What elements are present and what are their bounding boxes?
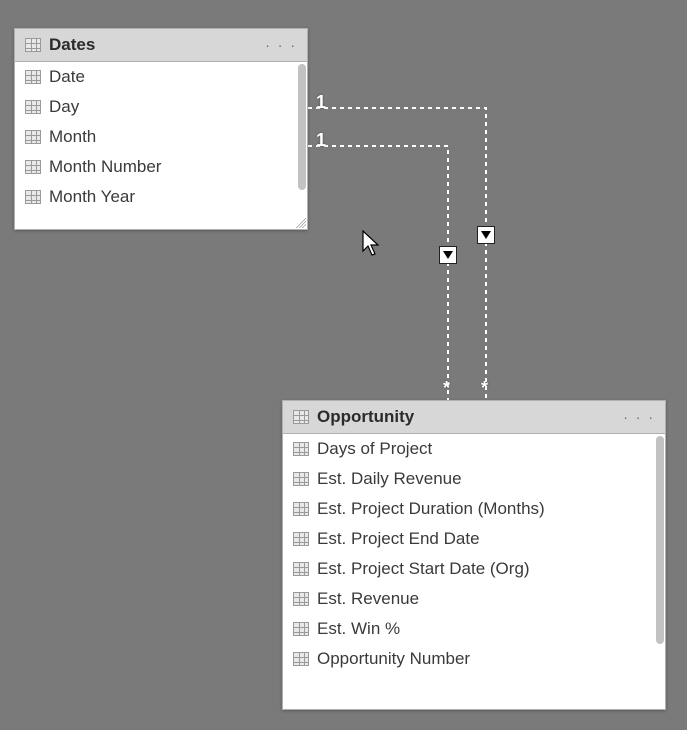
table-dates[interactable]: Dates · · · Date Day Month Mon	[14, 28, 308, 230]
resize-handle[interactable]	[296, 218, 306, 228]
field-row[interactable]: Est. Project Start Date (Org)	[283, 554, 655, 584]
table-opportunity[interactable]: Opportunity · · · Days of Project Est. D…	[282, 400, 666, 710]
field-row[interactable]: Month Number	[15, 152, 297, 182]
field-label: Date	[49, 66, 85, 88]
column-icon	[25, 70, 41, 84]
column-icon	[25, 160, 41, 174]
table-icon	[293, 410, 309, 424]
field-row[interactable]: Day	[15, 92, 297, 122]
field-row[interactable]: Est. Daily Revenue	[283, 464, 655, 494]
field-label: Est. Project Duration (Months)	[317, 498, 545, 520]
field-label: Est. Project End Date	[317, 528, 480, 550]
field-label: Day	[49, 96, 79, 118]
field-label: Month	[49, 126, 96, 148]
cardinality-many: *	[443, 378, 450, 399]
field-label: Month Number	[49, 156, 161, 178]
field-row[interactable]: Days of Project	[283, 434, 655, 464]
relationship-line	[308, 146, 448, 400]
column-icon	[25, 190, 41, 204]
filter-direction-indicator[interactable]	[477, 226, 495, 244]
column-icon	[293, 472, 309, 486]
table-header[interactable]: Opportunity · · ·	[283, 401, 665, 434]
model-canvas[interactable]: 1 * 1 * Dates · · · Date Day	[0, 0, 687, 730]
table-menu-button[interactable]: · · ·	[623, 409, 655, 425]
field-row[interactable]: Est. Project End Date	[283, 524, 655, 554]
field-label: Month Year	[49, 186, 135, 208]
mouse-cursor	[362, 230, 382, 258]
table-title: Dates	[49, 35, 257, 55]
column-icon	[293, 532, 309, 546]
field-label: Est. Project Start Date (Org)	[317, 558, 530, 580]
field-label: Opportunity Number	[317, 648, 470, 670]
column-icon	[293, 562, 309, 576]
table-header[interactable]: Dates · · ·	[15, 29, 307, 62]
field-row[interactable]: Month	[15, 122, 297, 152]
column-icon	[293, 652, 309, 666]
relationship-line	[308, 108, 486, 400]
field-row[interactable]: Opportunity Number	[283, 644, 655, 674]
field-row[interactable]: Est. Win %	[283, 614, 655, 644]
field-label: Days of Project	[317, 438, 432, 460]
cardinality-one: 1	[316, 92, 326, 113]
column-icon	[293, 592, 309, 606]
filter-direction-indicator[interactable]	[439, 246, 457, 264]
column-icon	[25, 130, 41, 144]
field-row[interactable]: Date	[15, 62, 297, 92]
cardinality-many: *	[481, 378, 488, 399]
field-label: Est. Revenue	[317, 588, 419, 610]
field-row[interactable]: Est. Project Duration (Months)	[283, 494, 655, 524]
column-icon	[293, 442, 309, 456]
column-icon	[25, 100, 41, 114]
field-label: Est. Daily Revenue	[317, 468, 462, 490]
table-menu-button[interactable]: · · ·	[265, 37, 297, 53]
table-body: Days of Project Est. Daily Revenue Est. …	[283, 434, 665, 709]
table-icon	[25, 38, 41, 52]
cardinality-one: 1	[316, 130, 326, 151]
table-title: Opportunity	[317, 407, 615, 427]
scrollbar-thumb[interactable]	[656, 436, 664, 644]
field-label: Est. Win %	[317, 618, 400, 640]
column-icon	[293, 502, 309, 516]
field-row[interactable]: Month Year	[15, 182, 297, 212]
column-icon	[293, 622, 309, 636]
field-row[interactable]: Est. Revenue	[283, 584, 655, 614]
table-body: Date Day Month Month Number Month Year	[15, 62, 307, 229]
scrollbar-thumb[interactable]	[298, 64, 306, 190]
